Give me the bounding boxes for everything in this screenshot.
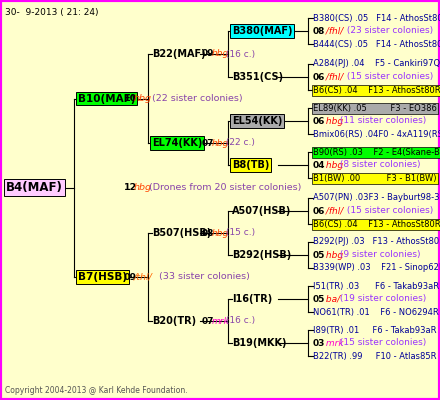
Text: (33 sister colonies): (33 sister colonies) — [153, 272, 250, 282]
Text: B292(HSB): B292(HSB) — [232, 250, 291, 260]
Text: 12: 12 — [124, 183, 137, 192]
Text: 09: 09 — [124, 272, 137, 282]
Text: B6(CS) .04    F13 - AthosSt80R: B6(CS) .04 F13 - AthosSt80R — [313, 86, 440, 94]
Text: (15 sister colonies): (15 sister colonies) — [344, 72, 433, 82]
Text: B22(MAF): B22(MAF) — [152, 49, 205, 59]
Text: (22 sister colonies): (22 sister colonies) — [146, 94, 242, 103]
Text: I89(TR) .01     F6 - Takab93aR: I89(TR) .01 F6 - Takab93aR — [313, 326, 436, 334]
Text: 06: 06 — [313, 116, 325, 126]
Text: I16(TR): I16(TR) — [232, 294, 272, 304]
Text: /fhl/: /fhl/ — [323, 72, 343, 82]
Text: B380(CS) .05   F14 - AthosSt80R: B380(CS) .05 F14 - AthosSt80R — [313, 14, 440, 22]
Text: 05: 05 — [313, 294, 325, 304]
Text: /thl/: /thl/ — [134, 272, 153, 282]
Text: (15 sister colonies): (15 sister colonies) — [344, 206, 433, 216]
Text: Bmix06(RS) .04F0 - 4xA119(RS): Bmix06(RS) .04F0 - 4xA119(RS) — [313, 130, 440, 138]
Text: (16 c.): (16 c.) — [223, 50, 255, 58]
Text: B4(MAF): B4(MAF) — [6, 181, 63, 194]
Text: A284(PJ) .04    F5 - Cankiri97Q: A284(PJ) .04 F5 - Cankiri97Q — [313, 60, 440, 68]
Text: B19(MKK): B19(MKK) — [232, 338, 286, 348]
Text: (9 sister colonies): (9 sister colonies) — [337, 250, 421, 260]
Text: hbg: hbg — [134, 94, 152, 103]
Text: /fhl/: /fhl/ — [323, 206, 343, 216]
Text: 07: 07 — [202, 316, 215, 326]
Text: mrk: mrk — [323, 338, 343, 348]
Text: B380(MAF): B380(MAF) — [232, 26, 293, 36]
Text: NO61(TR) .01    F6 - NO6294R: NO61(TR) .01 F6 - NO6294R — [313, 308, 439, 316]
Text: B20(TR): B20(TR) — [152, 316, 196, 326]
Text: (16 c.): (16 c.) — [223, 316, 255, 326]
Text: B90(RS) .03    F2 - E4(Skane-B): B90(RS) .03 F2 - E4(Skane-B) — [313, 148, 440, 156]
Text: 05: 05 — [313, 250, 325, 260]
Text: (19 sister colonies): (19 sister colonies) — [337, 294, 426, 304]
Text: hbg: hbg — [134, 183, 152, 192]
Text: (23 sister colonies): (23 sister colonies) — [344, 26, 433, 36]
Text: 06: 06 — [313, 206, 325, 216]
Text: (15 c.): (15 c.) — [223, 228, 255, 238]
Text: 03: 03 — [313, 338, 325, 348]
Text: 08: 08 — [313, 26, 325, 36]
Text: B1(BW) .00          F3 - B1(BW): B1(BW) .00 F3 - B1(BW) — [313, 174, 436, 182]
Text: hbg: hbg — [212, 138, 229, 148]
Text: 08: 08 — [202, 228, 214, 238]
Text: 30-  9-2013 ( 21: 24): 30- 9-2013 ( 21: 24) — [5, 8, 99, 17]
Text: B339(WP) .03    F21 - Sinop62R: B339(WP) .03 F21 - Sinop62R — [313, 264, 440, 272]
Text: B507(HSB): B507(HSB) — [152, 228, 211, 238]
Text: mrk: mrk — [212, 316, 230, 326]
Text: B10(MAF): B10(MAF) — [78, 94, 136, 104]
Text: I51(TR) .03      F6 - Takab93aR: I51(TR) .03 F6 - Takab93aR — [313, 282, 439, 290]
Text: 06: 06 — [313, 72, 325, 82]
Text: (15 sister colonies): (15 sister colonies) — [337, 338, 426, 348]
Text: hbg: hbg — [323, 116, 343, 126]
Text: A507(PN) .03F3 - Bayburt98-3R: A507(PN) .03F3 - Bayburt98-3R — [313, 194, 440, 202]
Text: 09: 09 — [202, 50, 215, 58]
Text: B292(PJ) .03   F13 - AthosSt80R: B292(PJ) .03 F13 - AthosSt80R — [313, 238, 440, 246]
Text: B8(TB): B8(TB) — [232, 160, 269, 170]
Text: EL74(KK): EL74(KK) — [152, 138, 202, 148]
Text: (8 sister colonies): (8 sister colonies) — [337, 160, 421, 170]
Text: (Drones from 20 sister colonies): (Drones from 20 sister colonies) — [146, 183, 301, 192]
Text: B7(HSB): B7(HSB) — [78, 272, 127, 282]
Text: hbg: hbg — [323, 250, 343, 260]
Text: (22 c.): (22 c.) — [223, 138, 255, 148]
Text: hbg: hbg — [212, 50, 229, 58]
Text: 07: 07 — [202, 138, 215, 148]
Text: hbg: hbg — [212, 228, 229, 238]
Text: 10: 10 — [124, 94, 137, 103]
Text: B351(CS): B351(CS) — [232, 72, 283, 82]
Text: Copyright 2004-2013 @ Karl Kehde Foundation.: Copyright 2004-2013 @ Karl Kehde Foundat… — [5, 386, 187, 395]
Text: A507(HSB): A507(HSB) — [232, 206, 291, 216]
Text: 04: 04 — [313, 160, 326, 170]
Text: EL89(KK) .05         F3 - EO386: EL89(KK) .05 F3 - EO386 — [313, 104, 437, 112]
Text: B444(CS) .05   F14 - AthosSt80R: B444(CS) .05 F14 - AthosSt80R — [313, 40, 440, 48]
Text: /fhl/: /fhl/ — [323, 26, 343, 36]
Text: (11 sister colonies): (11 sister colonies) — [337, 116, 426, 126]
Text: ba/: ba/ — [323, 294, 340, 304]
Text: EL54(KK): EL54(KK) — [232, 116, 282, 126]
Text: B6(CS) .04    F13 - AthosSt80R: B6(CS) .04 F13 - AthosSt80R — [313, 220, 440, 228]
Text: hbg: hbg — [323, 160, 343, 170]
Text: B22(TR) .99     F10 - Atlas85R: B22(TR) .99 F10 - Atlas85R — [313, 352, 436, 360]
